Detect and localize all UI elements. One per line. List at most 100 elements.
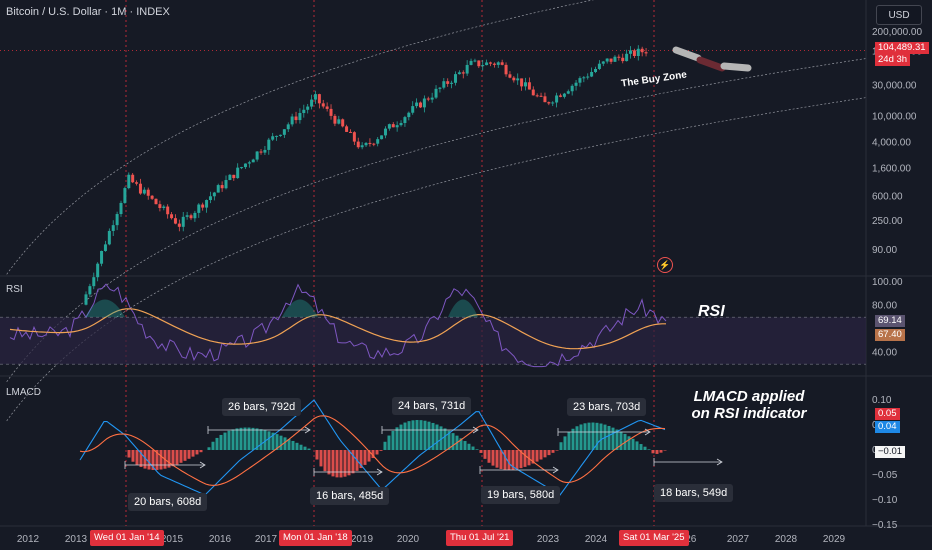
candle-body bbox=[111, 225, 115, 231]
candle-body bbox=[107, 230, 111, 245]
price-tick-label: 250.00 bbox=[872, 216, 903, 227]
candle-body bbox=[345, 126, 349, 132]
candle-body bbox=[131, 174, 135, 183]
histogram-bar bbox=[251, 427, 255, 450]
histogram-bar bbox=[379, 450, 383, 451]
histogram-bar bbox=[227, 430, 231, 450]
candle-body bbox=[298, 113, 302, 121]
candle-body bbox=[430, 97, 434, 100]
candle-body bbox=[582, 77, 586, 79]
histogram-bar bbox=[383, 441, 387, 450]
lmacd-tick-label: −0.15 bbox=[872, 520, 898, 531]
histogram-bar bbox=[315, 450, 319, 460]
candle-body bbox=[329, 108, 333, 116]
candle-body bbox=[364, 142, 368, 146]
histogram-bar bbox=[615, 429, 619, 450]
rsi-pane-title[interactable]: RSI bbox=[6, 284, 23, 295]
histogram-bar bbox=[639, 444, 643, 450]
histogram-bar bbox=[255, 428, 259, 450]
lmacd-tick-label: −0.05 bbox=[872, 470, 898, 481]
range-arrow-head bbox=[716, 458, 723, 466]
candle-body bbox=[201, 204, 205, 208]
histogram-bar bbox=[571, 428, 575, 450]
marker-date-3: Thu 01 Jul '21 bbox=[446, 530, 514, 546]
histogram-bar bbox=[411, 420, 415, 450]
candle-body bbox=[415, 102, 419, 107]
price-tick-label: 4,000.00 bbox=[872, 138, 911, 149]
candle-body bbox=[516, 78, 520, 81]
histogram-bar bbox=[247, 427, 251, 450]
histogram-bar bbox=[359, 450, 363, 469]
currency-button[interactable]: USD bbox=[876, 5, 922, 25]
x-tick-label: 2012 bbox=[17, 534, 40, 545]
histogram-bar bbox=[179, 450, 183, 463]
candle-body bbox=[523, 82, 527, 87]
price-scale bbox=[866, 0, 932, 550]
candle-body bbox=[586, 76, 590, 78]
candle-body bbox=[263, 149, 267, 153]
projection-segment bbox=[720, 62, 752, 72]
marker-date-1: Wed 01 Jan '14 bbox=[90, 530, 164, 546]
histogram-bar bbox=[407, 421, 411, 450]
candle-body bbox=[488, 62, 492, 64]
price-tick-label: 200,000.00 bbox=[872, 27, 922, 38]
candle-body bbox=[224, 180, 228, 189]
histogram-bar bbox=[283, 437, 287, 450]
countdown-badge: 24d 3h bbox=[875, 54, 911, 66]
histogram-bar bbox=[155, 450, 159, 470]
candle-body bbox=[220, 185, 224, 189]
candle-body bbox=[625, 53, 629, 62]
mid-channel-line bbox=[6, 58, 866, 383]
histogram-bar bbox=[331, 450, 335, 477]
bar-label-5: 16 bars, 485d bbox=[310, 487, 390, 505]
histogram-bar bbox=[199, 450, 203, 453]
histogram-bar bbox=[583, 423, 587, 450]
candle-body bbox=[216, 185, 220, 193]
bar-label-6: 19 bars, 580d bbox=[481, 486, 561, 504]
candle-body bbox=[135, 182, 139, 184]
candle-body bbox=[154, 198, 158, 205]
candle-body bbox=[629, 50, 633, 54]
histogram-bar bbox=[635, 441, 639, 450]
histogram-bar bbox=[223, 432, 227, 450]
symbol-title[interactable]: Bitcoin / U.S. Dollar · 1M · INDEX bbox=[6, 6, 170, 18]
histogram-bar bbox=[651, 450, 655, 454]
histogram-bar bbox=[663, 450, 667, 451]
candle-body bbox=[325, 106, 329, 109]
macd-line-badge: 0.04 bbox=[875, 421, 900, 433]
lightning-icon[interactable]: ⚡ bbox=[657, 257, 673, 273]
price-tick-label: 600.00 bbox=[872, 191, 903, 202]
histogram-bar bbox=[327, 450, 331, 475]
histogram-bar bbox=[499, 450, 503, 470]
histogram-bar bbox=[547, 450, 551, 456]
candle-body bbox=[559, 95, 563, 97]
histogram bbox=[127, 420, 667, 478]
candle-body bbox=[271, 136, 275, 140]
candle-body bbox=[422, 98, 426, 108]
histogram-bar bbox=[431, 422, 435, 450]
histogram-bar bbox=[611, 427, 615, 450]
x-tick-label: 2016 bbox=[209, 534, 232, 545]
candle-body bbox=[193, 212, 197, 219]
histogram-bar bbox=[347, 450, 351, 476]
rsi-ma-badge: 67.40 bbox=[875, 329, 905, 341]
candle-body bbox=[166, 206, 170, 215]
candle-body bbox=[446, 81, 450, 84]
histogram-bar bbox=[607, 425, 611, 450]
candle-body bbox=[617, 56, 621, 58]
candle-body bbox=[185, 215, 189, 217]
histogram-bar bbox=[563, 436, 567, 450]
x-tick-label: 2028 bbox=[775, 534, 798, 545]
candle-body bbox=[240, 167, 244, 169]
rsi-ma-line bbox=[9, 308, 666, 350]
histogram-bar bbox=[167, 450, 171, 468]
histogram-bar bbox=[195, 450, 199, 455]
lmacd-pane-title[interactable]: LMACD bbox=[6, 387, 42, 398]
candle-body bbox=[500, 62, 504, 65]
candle-body bbox=[115, 214, 119, 226]
histogram-bar bbox=[215, 437, 219, 450]
histogram-bar bbox=[419, 420, 423, 450]
histogram-bar bbox=[599, 423, 603, 450]
candle-body bbox=[376, 139, 380, 144]
